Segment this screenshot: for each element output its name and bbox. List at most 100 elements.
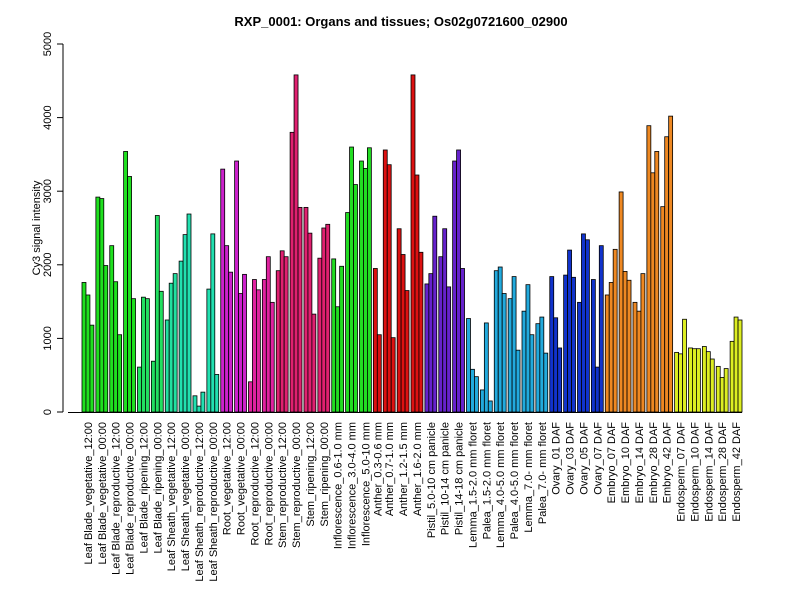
bar bbox=[553, 317, 559, 413]
bar bbox=[321, 227, 327, 413]
bar bbox=[359, 160, 364, 413]
bar bbox=[729, 340, 735, 413]
bar bbox=[452, 160, 458, 413]
bar bbox=[650, 172, 656, 413]
bar bbox=[214, 374, 220, 413]
x-tick-label: Leaf Blade_reproductive_00:00 bbox=[125, 422, 137, 575]
bar bbox=[109, 245, 115, 413]
bar bbox=[410, 74, 416, 413]
bar bbox=[186, 213, 192, 413]
y-axis: 0 1000 2000 3000 4000 5000 bbox=[42, 32, 64, 415]
y-tick-label: 5000 bbox=[42, 32, 54, 56]
bar bbox=[81, 282, 87, 413]
bar bbox=[283, 256, 289, 413]
bar bbox=[289, 131, 295, 413]
bar bbox=[158, 290, 164, 413]
x-tick-label: Pistil_14-18 cm panicle bbox=[454, 422, 466, 535]
bar bbox=[220, 168, 226, 413]
x-tick-label: Leaf Blade_ripening_00:00 bbox=[152, 422, 164, 554]
bar bbox=[390, 337, 396, 413]
bar bbox=[678, 353, 683, 413]
bar bbox=[612, 248, 618, 413]
bar bbox=[479, 389, 485, 413]
bar bbox=[418, 251, 424, 413]
bar bbox=[525, 284, 531, 413]
bar bbox=[339, 265, 345, 413]
x-tick-label: Root_vegetative_00:00 bbox=[236, 422, 248, 535]
bar bbox=[501, 293, 507, 413]
bar bbox=[497, 266, 503, 413]
bar bbox=[113, 281, 119, 413]
y-tick-label: 4000 bbox=[42, 105, 54, 129]
bar bbox=[252, 279, 257, 413]
bar bbox=[660, 206, 666, 413]
bar bbox=[353, 184, 358, 413]
bar bbox=[590, 279, 596, 413]
bar bbox=[172, 273, 178, 413]
bar bbox=[466, 318, 471, 413]
bar bbox=[705, 351, 711, 413]
x-tick-label: Anther_0.3-0.6 mm bbox=[372, 422, 384, 516]
bar bbox=[636, 310, 642, 413]
bar bbox=[432, 215, 438, 413]
bar bbox=[474, 376, 479, 413]
bar bbox=[228, 271, 234, 413]
bar bbox=[737, 319, 743, 413]
bar bbox=[206, 288, 212, 413]
bar bbox=[460, 268, 465, 413]
bar bbox=[275, 270, 281, 413]
bar bbox=[293, 74, 299, 413]
bar bbox=[668, 115, 674, 413]
bar bbox=[598, 245, 604, 413]
bar bbox=[709, 358, 715, 413]
bar bbox=[414, 174, 420, 413]
bar bbox=[386, 164, 392, 413]
bar bbox=[85, 294, 91, 413]
bar bbox=[442, 228, 448, 413]
bar bbox=[210, 233, 216, 413]
bar bbox=[182, 234, 188, 413]
bar bbox=[493, 270, 499, 413]
x-tick-label: Endosperm_14 DAF bbox=[703, 422, 715, 522]
bar bbox=[123, 151, 128, 413]
y-tick-label: 0 bbox=[42, 409, 54, 415]
bar bbox=[224, 245, 230, 413]
bar bbox=[521, 310, 527, 413]
x-tick-label: Endosperm_07 DAF bbox=[676, 422, 688, 522]
x-tick-label: Ovary_07 DAF bbox=[592, 422, 604, 495]
bar bbox=[535, 323, 541, 413]
x-tick-label: Ovary_05 DAF bbox=[578, 422, 590, 495]
bar bbox=[345, 212, 350, 413]
x-tick-label: Stem_reproductive_12:00 bbox=[277, 422, 289, 548]
bar bbox=[674, 351, 679, 413]
x-tick-label: Leaf Blade_reproductive_12:00 bbox=[111, 422, 123, 575]
bar bbox=[723, 368, 729, 413]
bar bbox=[311, 313, 317, 413]
bar bbox=[366, 147, 372, 413]
x-tick-label: Inflorescence_5.0-10 mm bbox=[360, 422, 372, 546]
bar bbox=[154, 215, 160, 413]
x-tick-label: Anther_0.7-1.0 mm bbox=[384, 422, 396, 516]
x-tick-label: Ovary_01 DAF bbox=[551, 422, 563, 495]
x-tick-label: Embryo_42 DAF bbox=[662, 422, 674, 504]
bar bbox=[382, 149, 388, 413]
y-tick-label: 1000 bbox=[42, 326, 54, 350]
bar bbox=[238, 293, 243, 413]
bar bbox=[571, 276, 576, 413]
bar bbox=[325, 223, 331, 413]
bar bbox=[664, 136, 670, 413]
bar bbox=[396, 228, 402, 413]
x-tick-label: Pistil_5.0-10 cm panicle bbox=[426, 422, 438, 538]
bar bbox=[265, 256, 271, 413]
bar bbox=[400, 254, 406, 413]
bar bbox=[438, 256, 444, 413]
bar bbox=[404, 290, 410, 413]
x-tick-label: Ovary_03 DAF bbox=[565, 422, 577, 495]
bar bbox=[335, 306, 341, 413]
bar bbox=[428, 273, 434, 413]
bar bbox=[297, 206, 303, 413]
y-axis-label: Cy3 signal intensity bbox=[31, 180, 43, 275]
x-tick-label: Embryo_10 DAF bbox=[620, 422, 632, 504]
bar bbox=[372, 268, 378, 413]
bar bbox=[507, 298, 513, 413]
